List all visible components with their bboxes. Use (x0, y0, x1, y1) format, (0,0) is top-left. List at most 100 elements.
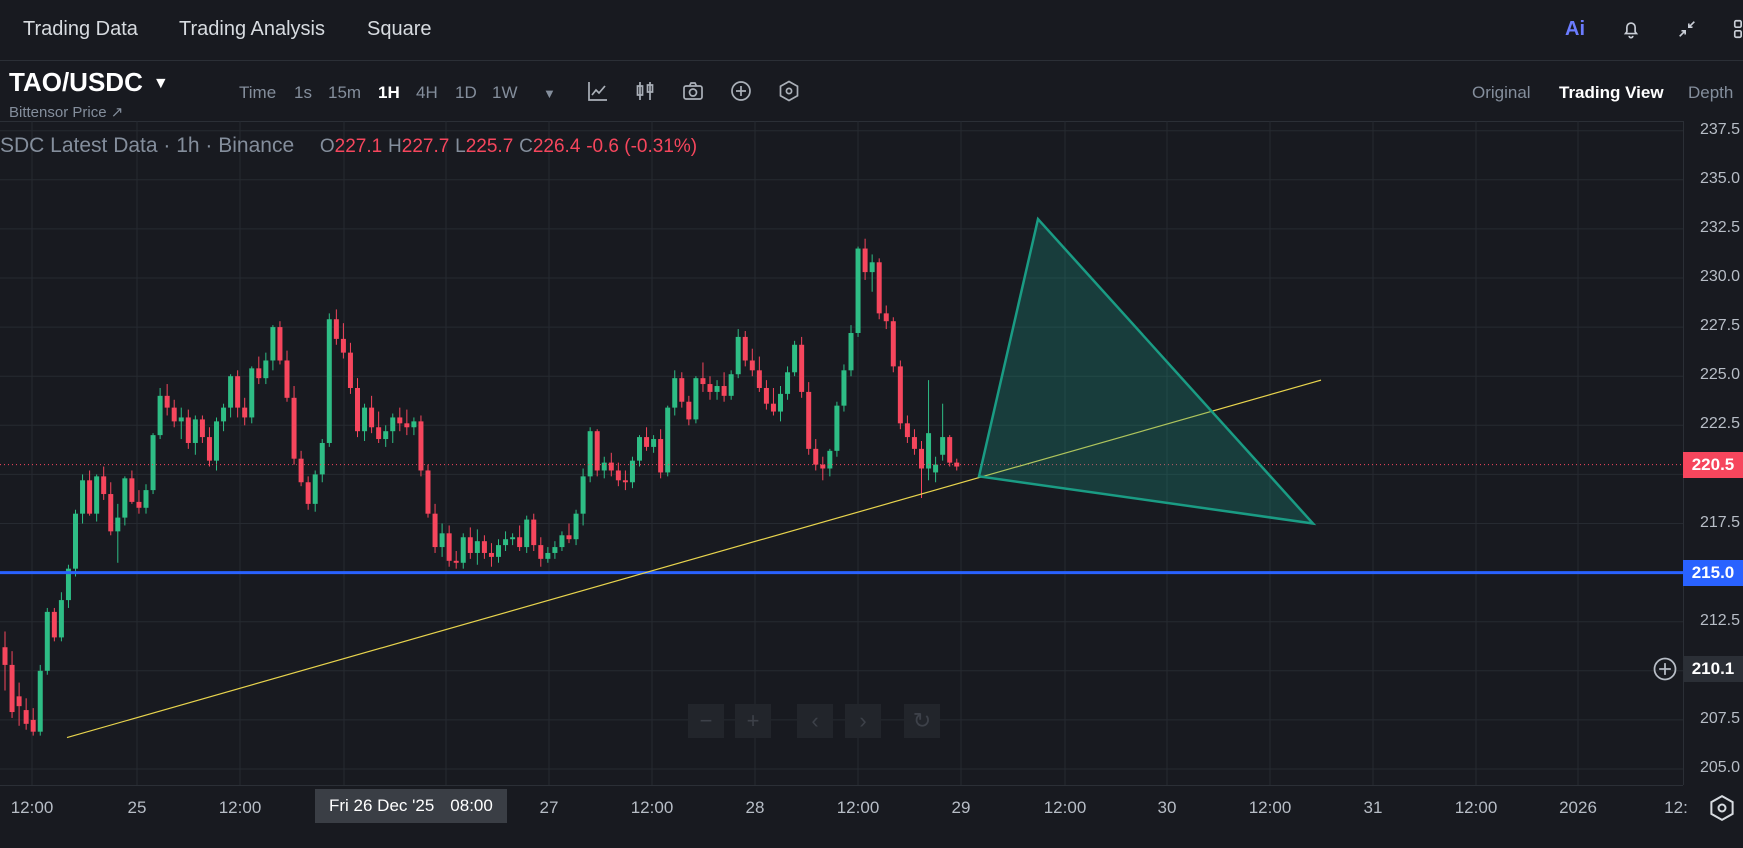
scroll-right-button[interactable]: › (845, 704, 881, 738)
candle-body (552, 547, 558, 553)
candle-body (221, 407, 227, 422)
tf-1d[interactable]: 1D (455, 83, 477, 102)
tf-time[interactable]: Time (239, 83, 277, 102)
candle-body (503, 539, 509, 546)
chart-settings-icon[interactable] (1707, 793, 1737, 823)
candle-body (150, 435, 156, 491)
candle-body (629, 460, 635, 483)
candle-body (742, 336, 748, 361)
scroll-left-button[interactable]: ‹ (797, 704, 833, 738)
candle-body (700, 378, 706, 385)
nav-trading-analysis[interactable]: Trading Analysis (179, 18, 325, 40)
candle-body (848, 332, 854, 371)
tf-1w[interactable]: 1W (492, 83, 518, 102)
candle-body (108, 494, 114, 532)
candle-body (601, 462, 607, 471)
candle-body (926, 433, 932, 469)
candle-body (897, 366, 903, 424)
zoom-out-button[interactable]: − (688, 704, 724, 738)
candle-body (284, 360, 290, 398)
view-depth[interactable]: Depth (1688, 83, 1734, 102)
candle-body (347, 352, 353, 388)
time-tick: 12:00 (10, 798, 54, 817)
candle-body (933, 464, 939, 473)
candle-body (919, 448, 924, 469)
candle-body (813, 448, 819, 465)
candle-body (291, 397, 297, 459)
candle-body (376, 427, 382, 440)
nav-trading-data[interactable]: Trading Data (23, 18, 138, 40)
candle-body (672, 378, 678, 408)
top-nav: Trading Data Trading Analysis Square Ai (0, 0, 1743, 61)
candle-body (16, 696, 22, 707)
candle-body (369, 407, 375, 428)
candle-body (206, 437, 212, 461)
candle-body (517, 537, 523, 548)
candle-body (587, 431, 593, 477)
tf-more-chevron-icon[interactable]: ▼ (543, 86, 556, 101)
time-axis[interactable]: 12:00 25 12:00 27 12:00 28 12:00 29 12:00 30 12:00… (0, 785, 1688, 848)
candle-body (235, 376, 241, 408)
hline-price-tag: 215.0 (1683, 559, 1743, 586)
candle-body (418, 421, 424, 471)
candle-body (460, 537, 466, 563)
chart-toolbar: TAO/USDC ▼ Bittensor Price ↗ Time 1s 15m … (0, 61, 1743, 122)
candle-body (101, 476, 107, 495)
tf-1s[interactable]: 1s (294, 83, 312, 102)
add-icon[interactable] (729, 79, 755, 105)
price-tick: 205.0 (1699, 759, 1740, 776)
add-alert-icon[interactable] (1651, 655, 1679, 683)
legend-title: SDC Latest Data · 1h · Binance (0, 134, 295, 157)
candle-body (855, 248, 861, 333)
trend-line (66, 379, 1322, 739)
candle-body (87, 480, 93, 514)
candle-body (214, 421, 219, 461)
pair-subtitle-link[interactable]: Bittensor Price ↗ (9, 104, 124, 121)
candle-body (799, 344, 805, 392)
candle-body (326, 319, 332, 443)
view-trading-view[interactable]: Trading View (1559, 83, 1664, 102)
candle-type-icon[interactable] (633, 79, 659, 105)
reset-view-button[interactable]: ↻ (904, 704, 940, 738)
time-tick: 30 (1157, 798, 1177, 817)
settings-hex-icon[interactable] (777, 79, 803, 105)
zoom-in-button[interactable]: + (735, 704, 771, 738)
candle-body (531, 519, 537, 546)
pair-selector[interactable]: TAO/USDC ▼ (9, 67, 169, 97)
price-tick: 217.5 (1699, 513, 1740, 531)
candle-body (270, 327, 276, 361)
candle-body (362, 407, 368, 432)
time-tick: 28 (745, 798, 765, 817)
candle-body (665, 407, 671, 473)
candle-body (890, 321, 896, 367)
candle-body (256, 368, 262, 379)
candle-body (122, 478, 128, 518)
time-tick: 12:00 (1043, 798, 1087, 817)
tf-1h[interactable]: 1H (378, 83, 400, 102)
legend-open-value: 227.1 (334, 136, 383, 157)
camera-icon[interactable] (681, 79, 707, 105)
candle-body (911, 437, 917, 449)
indicator-icon[interactable] (586, 79, 612, 105)
candle-body (566, 535, 572, 540)
nav-square[interactable]: Square (367, 18, 432, 40)
chevron-down-icon: ▼ (152, 75, 169, 92)
grid-icon[interactable] (1728, 14, 1743, 44)
current-price-tag: 220.5 (1683, 451, 1743, 478)
candle-body (305, 482, 311, 504)
price-tick: 232.5 (1699, 218, 1740, 236)
candle-body (129, 478, 135, 502)
candlestick-chart[interactable] (0, 121, 1683, 785)
ai-icon[interactable]: Ai (1565, 17, 1585, 40)
time-tick: 12:00 (1248, 798, 1292, 817)
candle-body (749, 360, 755, 371)
candle-body (9, 664, 15, 713)
collapse-icon[interactable] (1672, 14, 1702, 44)
candle-body (80, 480, 86, 514)
candle-body (453, 560, 459, 563)
tf-4h[interactable]: 4H (416, 83, 438, 102)
price-tick: 207.5 (1699, 709, 1740, 727)
tf-15m[interactable]: 15m (328, 83, 362, 102)
view-original[interactable]: Original (1472, 83, 1531, 102)
bell-icon[interactable] (1616, 14, 1646, 44)
